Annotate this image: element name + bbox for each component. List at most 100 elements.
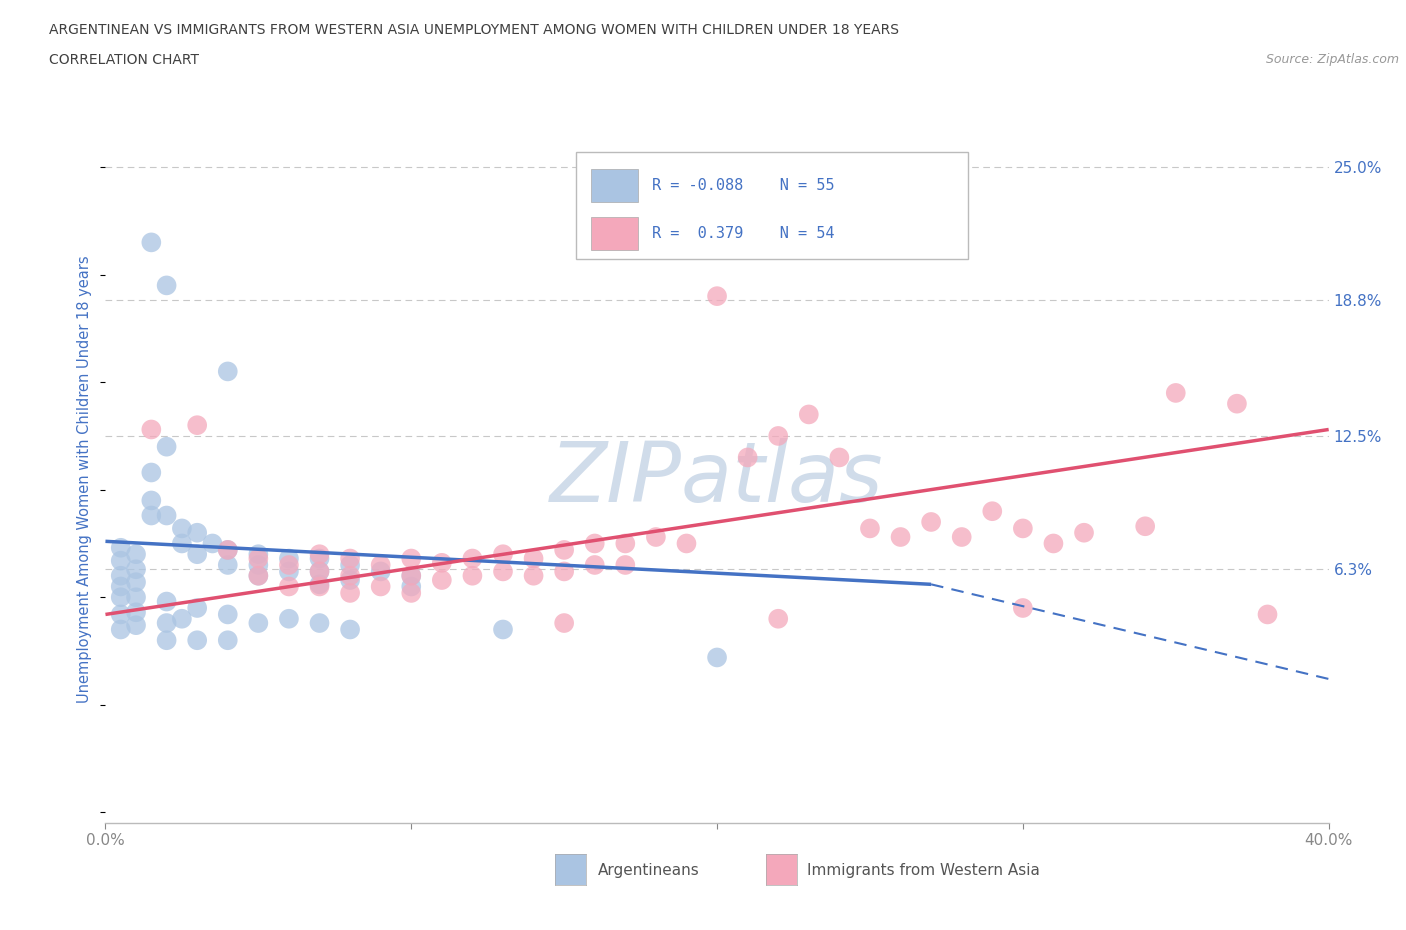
Point [339, 586, 361, 601]
Point [278, 611, 301, 626]
Point [201, 536, 224, 551]
Point [155, 439, 177, 454]
Point [217, 542, 239, 557]
Point [155, 594, 177, 609]
Point [553, 542, 575, 557]
Point [553, 616, 575, 631]
Point [110, 568, 132, 583]
Bar [591, 168, 637, 202]
Point [125, 575, 148, 590]
Point [430, 573, 453, 588]
Point [308, 616, 330, 631]
Point [768, 611, 790, 626]
Point [523, 551, 546, 566]
Point [492, 622, 515, 637]
Text: R = -0.088    N = 55: R = -0.088 N = 55 [652, 178, 835, 193]
Text: Argentineans: Argentineans [598, 863, 699, 878]
Point [125, 590, 148, 604]
Point [110, 590, 132, 604]
Point [247, 551, 270, 566]
Point [308, 564, 330, 578]
Point [981, 504, 1004, 519]
Point [217, 607, 239, 622]
Point [110, 540, 132, 555]
Point [401, 568, 423, 583]
Point [370, 579, 392, 594]
Point [141, 422, 163, 437]
Point [186, 547, 208, 562]
Point [859, 521, 882, 536]
Point [186, 418, 208, 432]
Point [186, 525, 208, 540]
Point [155, 616, 177, 631]
Point [110, 553, 132, 568]
Point [339, 568, 361, 583]
Point [675, 536, 697, 551]
Point [217, 632, 239, 647]
Text: Source: ZipAtlas.com: Source: ZipAtlas.com [1265, 53, 1399, 66]
Text: Immigrants from Western Asia: Immigrants from Western Asia [807, 863, 1040, 878]
Text: R =  0.379    N = 54: R = 0.379 N = 54 [652, 226, 835, 241]
Point [1011, 601, 1033, 616]
Point [614, 558, 637, 573]
Point [141, 465, 163, 480]
Point [492, 547, 515, 562]
FancyBboxPatch shape [576, 153, 967, 259]
Point [339, 573, 361, 588]
Point [278, 558, 301, 573]
Point [125, 604, 148, 619]
Point [247, 558, 270, 573]
Point [1011, 521, 1033, 536]
Point [217, 364, 239, 379]
Y-axis label: Unemployment Among Women with Children Under 18 years: Unemployment Among Women with Children U… [77, 255, 93, 703]
Point [155, 508, 177, 523]
Point [278, 564, 301, 578]
Point [706, 650, 728, 665]
Point [155, 278, 177, 293]
Point [461, 568, 484, 583]
Point [1073, 525, 1095, 540]
Point [247, 616, 270, 631]
Point [614, 536, 637, 551]
Text: CORRELATION CHART: CORRELATION CHART [49, 53, 200, 67]
Point [950, 529, 973, 544]
Point [370, 564, 392, 578]
Point [110, 607, 132, 622]
Point [247, 568, 270, 583]
Point [308, 547, 330, 562]
Point [125, 562, 148, 577]
Point [217, 558, 239, 573]
Point [217, 542, 239, 557]
Point [920, 514, 942, 529]
Point [170, 521, 193, 536]
Point [170, 536, 193, 551]
Point [308, 579, 330, 594]
Point [339, 558, 361, 573]
Point [401, 568, 423, 583]
Point [644, 529, 666, 544]
Point [889, 529, 911, 544]
Point [768, 429, 790, 444]
Point [186, 632, 208, 647]
Point [247, 568, 270, 583]
Point [110, 579, 132, 594]
Point [308, 564, 330, 578]
Point [1042, 536, 1064, 551]
Point [247, 547, 270, 562]
Point [278, 579, 301, 594]
Point [308, 551, 330, 566]
Point [370, 558, 392, 573]
Point [170, 611, 193, 626]
Point [1226, 396, 1249, 411]
Bar [591, 217, 637, 250]
Point [797, 407, 820, 422]
Point [155, 632, 177, 647]
Point [1164, 386, 1187, 401]
Point [401, 579, 423, 594]
Point [553, 564, 575, 578]
Point [706, 288, 728, 303]
Point [430, 555, 453, 570]
Point [461, 551, 484, 566]
Point [186, 601, 208, 616]
Point [401, 551, 423, 566]
